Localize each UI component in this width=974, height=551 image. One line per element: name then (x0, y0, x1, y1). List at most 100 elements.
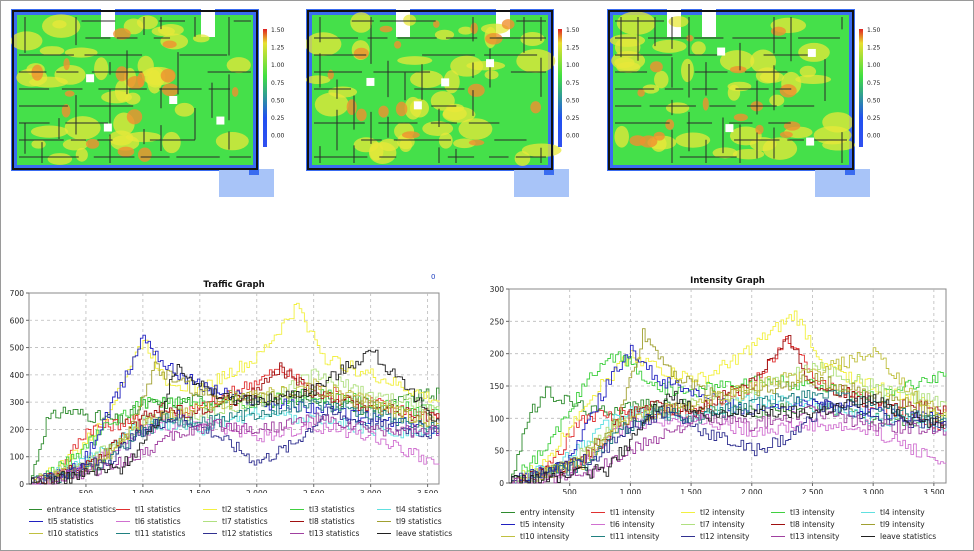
heat-spot (749, 137, 777, 152)
x-tick-label: 1,500 (680, 488, 702, 494)
heat-spot (514, 151, 531, 167)
chart-title: Traffic Graph (203, 280, 264, 290)
heat-spot (64, 47, 98, 58)
heat-spot (94, 57, 109, 81)
legend-label: tl11 statistics (135, 528, 186, 538)
heat-spot (30, 125, 69, 138)
legend-item: tl6 intensity (591, 518, 681, 530)
heat-spot (665, 102, 690, 114)
color-scale-label: 0.75 (867, 80, 881, 87)
heat-spot (516, 49, 556, 73)
legend-label: leave statistics (396, 528, 453, 538)
heatmap-overflow (514, 169, 569, 197)
map-obstacle (413, 101, 422, 110)
series-line (509, 344, 947, 484)
heat-spot-hot (755, 124, 764, 135)
heat-spot-hot (126, 109, 143, 125)
legend-label: tl9 intensity (880, 519, 925, 529)
legend-label: tl6 intensity (610, 519, 655, 529)
x-tick-label: 2,000 (246, 489, 268, 493)
map-obstacle (86, 74, 95, 83)
heat-spot-hot (346, 99, 357, 116)
map-obstacle (103, 123, 112, 132)
heat-spot-hot (637, 88, 645, 97)
x-tick-label: 2,500 (303, 489, 325, 493)
y-tick-label: 700 (10, 289, 25, 298)
legend-label: tl5 intensity (520, 519, 565, 529)
heatmap-1: 1.50 1.25 1.00 0.75 0.50 0.25 0.00 (11, 9, 285, 197)
color-scale-bar (263, 29, 267, 147)
heat-spot (458, 118, 493, 140)
legend-label: tl10 intensity (520, 531, 570, 541)
heat-spot-hot (61, 104, 71, 118)
legend-item: tl1 statistics (116, 503, 203, 515)
heat-spot (52, 20, 67, 29)
legend-swatch (681, 511, 695, 513)
legend-item: tl10 intensity (501, 530, 591, 542)
series-line (509, 399, 947, 484)
color-scale-label: 1.00 (867, 62, 881, 69)
map-notch (702, 9, 716, 37)
heat-spot (350, 12, 373, 33)
series-line (509, 390, 947, 484)
legend-swatch (861, 511, 875, 513)
chart-title: Intensity Graph (690, 276, 765, 286)
heat-spot-hot (501, 19, 515, 30)
legend-item: tl8 intensity (771, 518, 861, 530)
x-tick-label: 3,500 (923, 488, 945, 494)
heat-spot (769, 94, 785, 107)
intensity-chart: Intensity Graph 0 50 100 150 200 250 300 500 1,00… (471, 266, 971, 549)
heat-spot (681, 58, 694, 83)
legend-item: tl8 statistics (290, 515, 377, 527)
heat-spot-hot (470, 22, 478, 35)
legend-swatch (203, 520, 217, 522)
heat-spot (759, 71, 784, 83)
legend-item: tl9 statistics (377, 515, 464, 527)
legend-label: tl4 statistics (396, 504, 442, 514)
legend-swatch (290, 532, 304, 534)
series-line (29, 378, 440, 485)
map-obstacle (169, 95, 178, 104)
legend-swatch (377, 532, 391, 534)
heat-spot-hot (127, 75, 144, 90)
heat-spot-hot (733, 113, 748, 122)
heat-spot-hot (115, 66, 129, 82)
heat-spot (719, 50, 755, 72)
legend-swatch (203, 508, 217, 510)
legend-item: tl5 statistics (29, 515, 116, 527)
heat-spot-hot (63, 58, 70, 71)
heatmap-area (306, 9, 569, 197)
traffic-chart: Traffic Graph 0 0 100 200 300 400 500 600 700 500 1… (1, 271, 453, 549)
heat-spot (813, 126, 852, 145)
series-line (509, 351, 947, 484)
heat-spot (306, 75, 331, 85)
legend-label: entry intensity (520, 507, 575, 517)
color-scale-bar (859, 29, 863, 147)
heat-spot (458, 26, 473, 35)
x-tick-label: 2,000 (741, 488, 763, 494)
legend-item: tl4 statistics (377, 503, 464, 515)
heat-spot (712, 147, 738, 159)
color-scale-label: 1.00 (271, 62, 285, 69)
legend-item: tl9 intensity (861, 518, 951, 530)
color-scale-label: 0.00 (867, 133, 881, 140)
series-line (29, 349, 440, 485)
heat-spot (668, 16, 689, 28)
y-tick-label: 50 (494, 447, 504, 456)
color-scale-label: 1.00 (566, 62, 580, 69)
color-scale-label: 0.25 (271, 115, 285, 122)
heat-spot (410, 70, 444, 88)
intensity-chart-legend: entry intensity tl1 intensity tl2 intensit… (501, 506, 951, 542)
heatmap-3: 1.50 1.25 1.00 0.75 0.50 0.25 0.00 (607, 9, 881, 197)
legend-swatch (29, 532, 43, 534)
map-obstacle (216, 116, 225, 125)
legend-item: entry intensity (501, 506, 591, 518)
legend-item: leave statistics (861, 530, 951, 542)
heat-spot (403, 14, 417, 26)
y-tick-label: 200 (10, 425, 25, 434)
y-tick-label: 100 (10, 453, 25, 462)
color-scale-label: 0.50 (566, 97, 580, 104)
y-tick-label: 200 (490, 350, 505, 359)
heat-spot-hot (770, 26, 786, 36)
legend-item: tl7 statistics (203, 515, 290, 527)
